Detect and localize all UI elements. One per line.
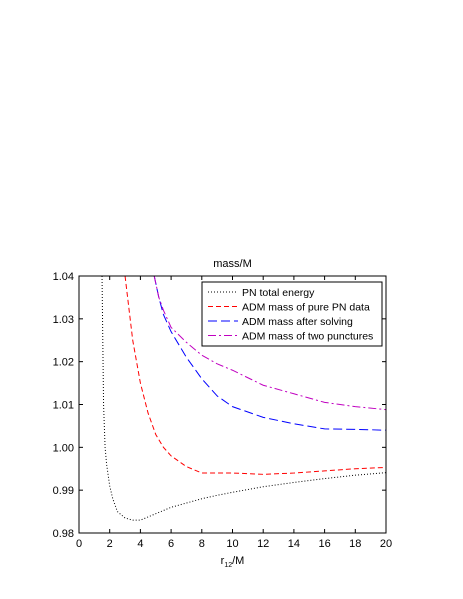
x-tick-label: 10: [226, 538, 238, 550]
legend: PN total energy ADM mass of pure PN data A…: [201, 281, 383, 347]
x-tick-label: 4: [137, 538, 143, 550]
x-tick-label: 12: [257, 538, 269, 550]
x-axis-title-suffix: /M: [232, 555, 244, 567]
x-tick-label: 8: [199, 538, 205, 550]
y-tick-label: 0.98: [53, 528, 74, 540]
chart-title: mass/M: [213, 258, 252, 270]
y-tick-label: 1.03: [53, 314, 74, 326]
series-line-2: [124, 276, 386, 475]
x-tick-label: 14: [288, 538, 300, 550]
x-tick-label: 2: [107, 538, 113, 550]
series-line-3: [153, 276, 386, 431]
x-axis-title: r12/M: [221, 555, 245, 569]
x-axis-title-subscript: 12: [224, 562, 232, 569]
x-tick-label: 20: [380, 538, 392, 550]
y-tick-label: 1.01: [53, 400, 74, 412]
series-line-1: [101, 276, 386, 521]
legend-label-2: ADM mass of pure PN data: [242, 302, 370, 314]
series-layer: [101, 276, 386, 521]
legend-label-4: ADM mass of two punctures: [242, 331, 373, 343]
x-tick-label: 6: [168, 538, 174, 550]
labels-layer: 0 2 4 6 8 10 12 14 16 18 20 0.98 0.99 1.00 1.01 1.02 1.0…: [53, 271, 393, 550]
y-tick-label: 1.04: [53, 271, 74, 283]
legend-label-3: ADM mass after solving: [242, 316, 353, 328]
x-axis-title-main: r: [221, 555, 225, 567]
x-tick-label: 18: [349, 538, 361, 550]
legend-label-1: PN total energy: [242, 287, 315, 299]
y-tick-label: 1.00: [53, 442, 74, 454]
x-tick-label: 16: [318, 538, 330, 550]
y-tick-label: 1.02: [53, 357, 74, 369]
axes-layer: [78, 275, 387, 534]
series-line-4: [153, 276, 386, 411]
y-tick-label: 0.99: [53, 485, 74, 497]
x-tick-label: 0: [76, 538, 82, 550]
